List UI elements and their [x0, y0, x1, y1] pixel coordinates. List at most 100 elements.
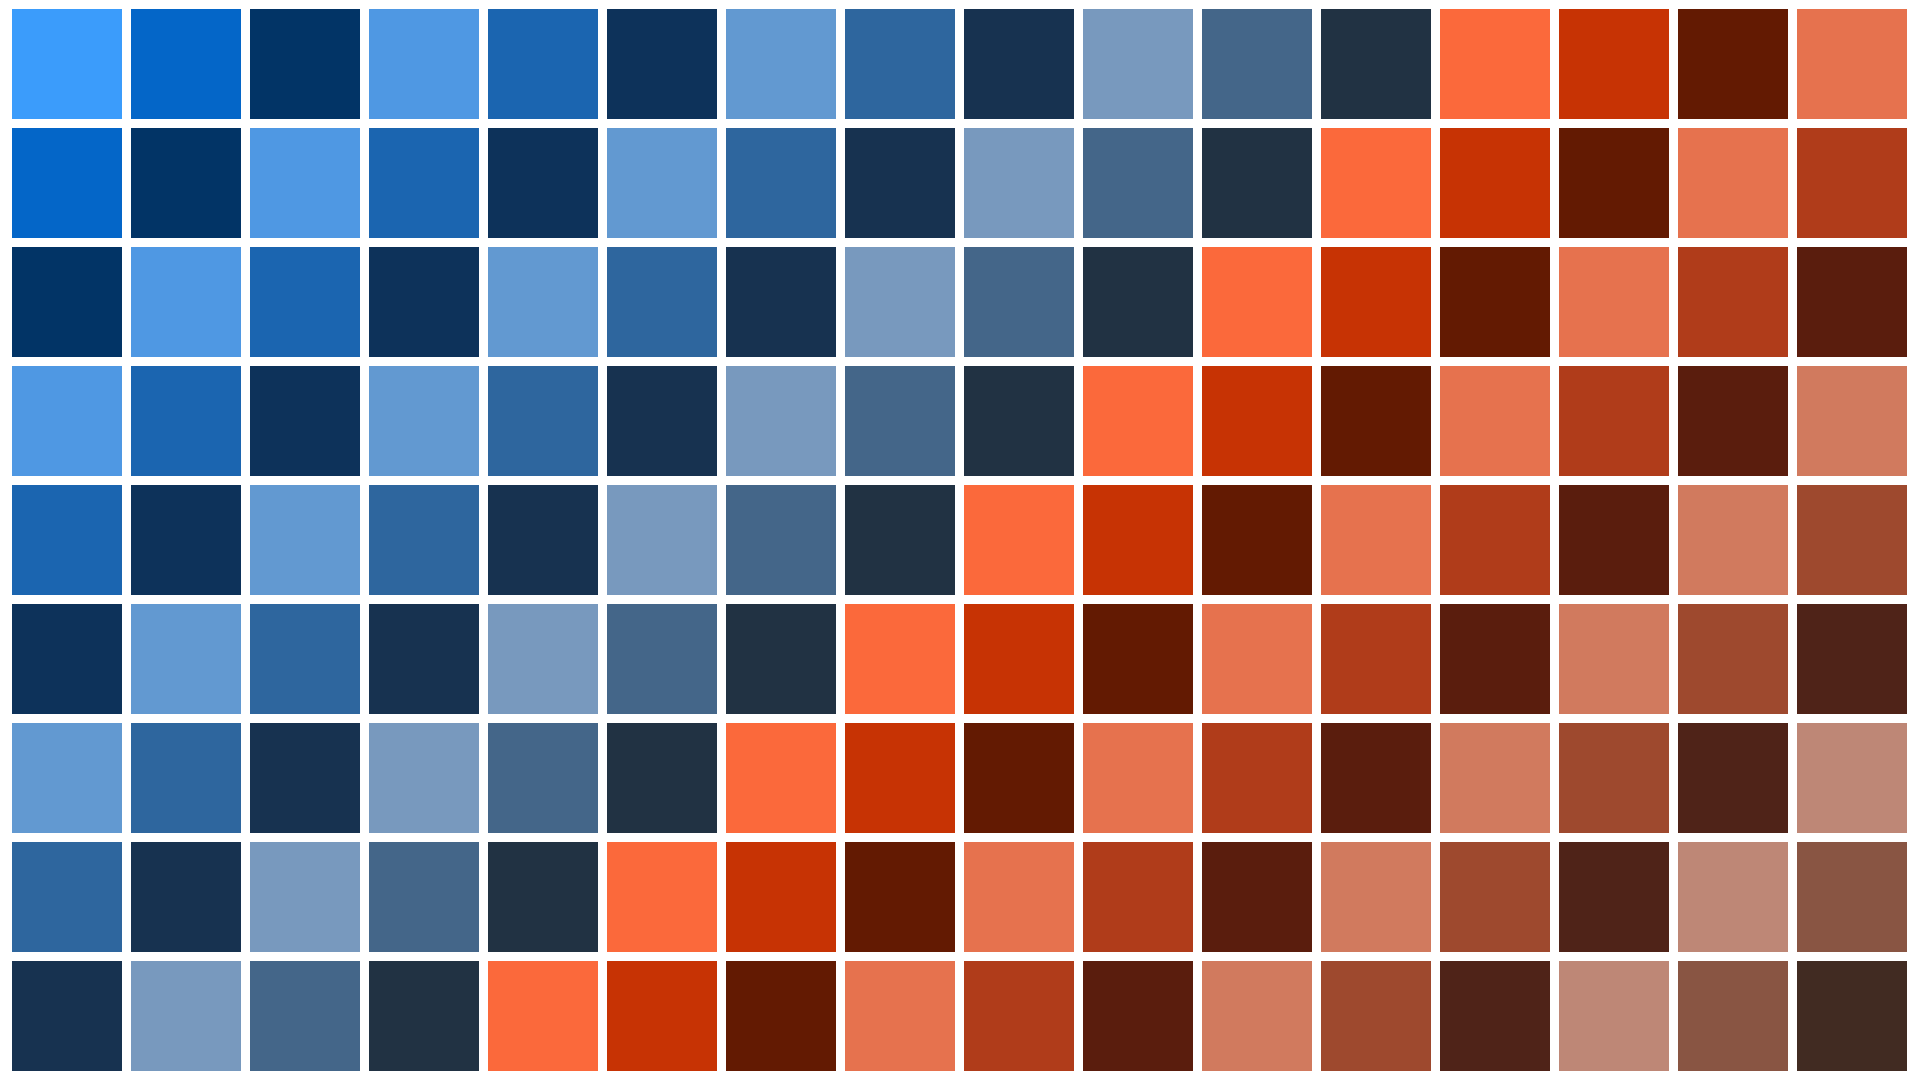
color-swatch[interactable]	[1678, 961, 1788, 1071]
color-swatch[interactable]	[131, 366, 241, 476]
color-swatch[interactable]	[845, 604, 955, 714]
color-swatch[interactable]	[1321, 485, 1431, 595]
color-swatch[interactable]	[1440, 9, 1550, 119]
color-swatch[interactable]	[1797, 961, 1907, 1071]
color-swatch[interactable]	[488, 128, 598, 238]
color-swatch[interactable]	[488, 723, 598, 833]
color-swatch[interactable]	[1083, 247, 1193, 357]
color-swatch[interactable]	[369, 128, 479, 238]
color-swatch[interactable]	[12, 485, 122, 595]
color-swatch[interactable]	[845, 723, 955, 833]
color-swatch[interactable]	[488, 9, 598, 119]
color-swatch[interactable]	[607, 366, 717, 476]
color-swatch[interactable]	[1440, 128, 1550, 238]
color-swatch[interactable]	[1559, 366, 1669, 476]
color-swatch[interactable]	[845, 9, 955, 119]
color-swatch[interactable]	[1559, 485, 1669, 595]
color-swatch[interactable]	[1559, 247, 1669, 357]
color-swatch[interactable]	[131, 128, 241, 238]
color-swatch[interactable]	[1083, 604, 1193, 714]
color-swatch[interactable]	[607, 247, 717, 357]
color-swatch[interactable]	[369, 247, 479, 357]
color-swatch[interactable]	[1321, 723, 1431, 833]
color-swatch[interactable]	[726, 9, 836, 119]
color-swatch[interactable]	[1559, 604, 1669, 714]
color-swatch[interactable]	[1202, 723, 1312, 833]
color-swatch[interactable]	[1321, 247, 1431, 357]
color-swatch[interactable]	[1202, 485, 1312, 595]
color-swatch[interactable]	[1202, 366, 1312, 476]
color-swatch[interactable]	[607, 723, 717, 833]
color-swatch[interactable]	[369, 723, 479, 833]
color-swatch[interactable]	[1559, 842, 1669, 952]
color-swatch[interactable]	[1678, 247, 1788, 357]
color-swatch[interactable]	[1678, 366, 1788, 476]
color-swatch[interactable]	[488, 842, 598, 952]
color-swatch[interactable]	[964, 961, 1074, 1071]
color-swatch[interactable]	[607, 604, 717, 714]
color-swatch[interactable]	[726, 723, 836, 833]
color-swatch[interactable]	[1797, 604, 1907, 714]
color-swatch[interactable]	[488, 961, 598, 1071]
color-swatch[interactable]	[1797, 247, 1907, 357]
color-swatch[interactable]	[607, 961, 717, 1071]
color-swatch[interactable]	[607, 485, 717, 595]
color-swatch[interactable]	[726, 366, 836, 476]
color-swatch[interactable]	[1559, 961, 1669, 1071]
color-swatch[interactable]	[1797, 842, 1907, 952]
color-swatch[interactable]	[1083, 961, 1193, 1071]
color-swatch[interactable]	[845, 366, 955, 476]
color-swatch[interactable]	[964, 247, 1074, 357]
color-swatch[interactable]	[131, 723, 241, 833]
color-swatch[interactable]	[1678, 128, 1788, 238]
color-swatch[interactable]	[845, 247, 955, 357]
color-swatch[interactable]	[1559, 9, 1669, 119]
color-swatch[interactable]	[964, 842, 1074, 952]
color-swatch[interactable]	[12, 723, 122, 833]
color-swatch[interactable]	[1083, 366, 1193, 476]
color-swatch[interactable]	[964, 723, 1074, 833]
color-swatch[interactable]	[1797, 9, 1907, 119]
color-swatch[interactable]	[1440, 723, 1550, 833]
color-swatch[interactable]	[1797, 128, 1907, 238]
color-swatch[interactable]	[1321, 842, 1431, 952]
color-swatch[interactable]	[964, 9, 1074, 119]
color-swatch[interactable]	[1083, 128, 1193, 238]
color-swatch[interactable]	[369, 9, 479, 119]
color-swatch[interactable]	[1083, 723, 1193, 833]
color-swatch[interactable]	[131, 842, 241, 952]
color-swatch[interactable]	[1559, 128, 1669, 238]
color-swatch[interactable]	[131, 961, 241, 1071]
color-swatch[interactable]	[1678, 842, 1788, 952]
color-swatch[interactable]	[964, 366, 1074, 476]
color-swatch[interactable]	[964, 604, 1074, 714]
color-swatch[interactable]	[1440, 842, 1550, 952]
color-swatch[interactable]	[488, 366, 598, 476]
color-swatch[interactable]	[607, 128, 717, 238]
color-swatch[interactable]	[250, 604, 360, 714]
color-swatch[interactable]	[845, 842, 955, 952]
color-swatch[interactable]	[250, 366, 360, 476]
color-swatch[interactable]	[1202, 247, 1312, 357]
color-swatch[interactable]	[12, 9, 122, 119]
color-swatch[interactable]	[1440, 366, 1550, 476]
color-swatch[interactable]	[250, 128, 360, 238]
color-swatch[interactable]	[1083, 9, 1193, 119]
color-swatch[interactable]	[1321, 128, 1431, 238]
color-swatch[interactable]	[250, 723, 360, 833]
color-swatch[interactable]	[845, 961, 955, 1071]
color-swatch[interactable]	[131, 485, 241, 595]
color-swatch[interactable]	[726, 247, 836, 357]
color-swatch[interactable]	[1678, 604, 1788, 714]
color-swatch[interactable]	[964, 485, 1074, 595]
color-swatch[interactable]	[1321, 961, 1431, 1071]
color-swatch[interactable]	[488, 604, 598, 714]
color-swatch[interactable]	[1202, 961, 1312, 1071]
color-swatch[interactable]	[1797, 723, 1907, 833]
color-swatch[interactable]	[250, 247, 360, 357]
color-swatch[interactable]	[1440, 485, 1550, 595]
color-swatch[interactable]	[1202, 9, 1312, 119]
color-swatch[interactable]	[369, 961, 479, 1071]
color-swatch[interactable]	[1321, 604, 1431, 714]
color-swatch[interactable]	[12, 247, 122, 357]
